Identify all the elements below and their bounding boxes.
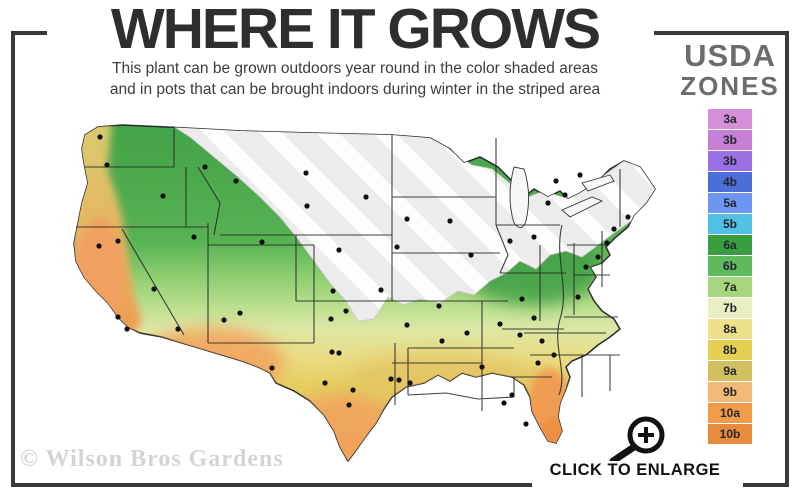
usda-zone-map-svg <box>73 124 656 463</box>
zone-label: 10a <box>719 406 741 420</box>
zone-swatch: 7b <box>708 298 752 318</box>
zone-label: 5a <box>723 196 737 210</box>
zone-label: 6a <box>723 238 737 252</box>
frame-border-bottom-left <box>11 483 532 487</box>
zone-label: 5b <box>722 217 737 231</box>
zone-swatch: 5a <box>708 193 752 213</box>
zone-label: 9a <box>723 364 737 378</box>
frame-border-right <box>785 31 789 487</box>
usda-zones-legend: USDA ZONES 3a 3b 3b 4b 5a 5b 6a 6b 7a 7b… <box>668 40 792 445</box>
zone-swatch: 10b <box>708 424 752 444</box>
zone-swatch: 8b <box>708 340 752 360</box>
zone-label: 3b <box>722 154 737 168</box>
zone-swatch: 3b <box>708 151 752 171</box>
state-borders <box>76 129 621 411</box>
subtitle-line-2: and in pots that can be brought indoors … <box>109 81 601 98</box>
zone-swatch: 9b <box>708 382 752 402</box>
zone-swatch: 9a <box>708 361 752 381</box>
legend-title-usda: USDA <box>684 38 776 73</box>
zone-label: 8a <box>723 322 737 336</box>
magnifier-plus-icon[interactable] <box>598 412 690 465</box>
zone-swatch: 4b <box>708 172 752 192</box>
zone-label: 9b <box>722 385 737 399</box>
click-to-enlarge-button[interactable]: CLICK TO ENLARGE <box>543 461 727 480</box>
zone-swatch: 8a <box>708 319 752 339</box>
city-dots <box>96 134 631 427</box>
zone-label: 4b <box>722 175 737 189</box>
zone-label: 3a <box>723 112 737 126</box>
watermark: © Wilson Bros Gardens <box>20 446 284 472</box>
frame-border-left <box>11 31 15 487</box>
zone-swatch: 6b <box>708 256 752 276</box>
frame-border-top-right <box>654 31 789 35</box>
usda-zone-map[interactable] <box>62 105 662 465</box>
page-subtitle: This plant can be grown outdoors year ro… <box>15 58 695 100</box>
zone-swatch: 10a <box>708 403 752 423</box>
zone-label: 7b <box>722 301 737 315</box>
legend-title-zones: ZONES <box>680 71 780 101</box>
great-lakes <box>509 166 615 228</box>
zone-swatch: 3a <box>708 109 752 129</box>
page-title: WHERE IT GROWS <box>110 0 601 61</box>
zone-label: 3b <box>722 133 737 147</box>
frame-border-top-left <box>11 31 47 35</box>
zone-swatch: 3b <box>708 130 752 150</box>
zone-label: 6b <box>722 259 737 273</box>
zone-swatch-list: 3a 3b 3b 4b 5a 5b 6a 6b 7a 7b 8a 8b 9a 9… <box>668 109 792 444</box>
zone-swatch: 6a <box>708 235 752 255</box>
zone-swatch: 7a <box>708 277 752 297</box>
frame-border-bottom-right <box>743 483 789 487</box>
zone-swatch: 5b <box>708 214 752 234</box>
zone-label: 10b <box>719 427 741 441</box>
subtitle-line-1: This plant can be grown outdoors year ro… <box>112 60 598 77</box>
zone-label: 8b <box>722 343 737 357</box>
zone-label: 7a <box>723 280 737 294</box>
